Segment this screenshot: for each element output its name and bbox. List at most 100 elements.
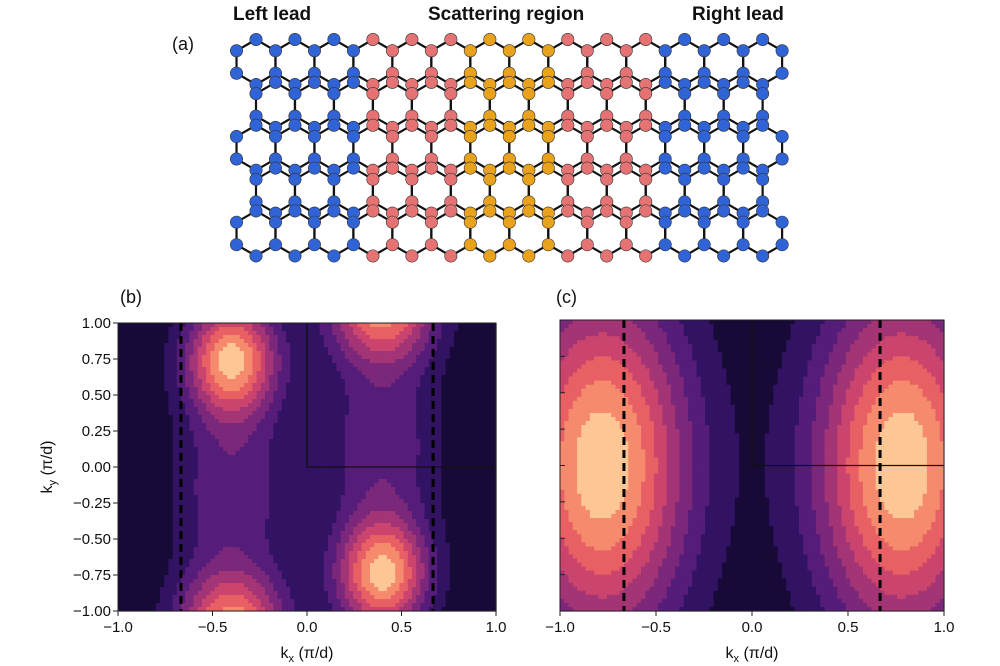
contour-cell bbox=[118, 335, 123, 340]
contour-cell bbox=[151, 347, 157, 352]
contour-cell bbox=[374, 355, 379, 360]
contour-cell bbox=[160, 567, 165, 572]
contour-cell bbox=[323, 431, 329, 436]
contour-cell bbox=[126, 539, 132, 544]
contour-cell bbox=[160, 403, 165, 408]
contour-cell bbox=[185, 495, 190, 500]
contour-cell bbox=[340, 563, 346, 568]
contour-cell bbox=[118, 531, 123, 536]
contour-cell bbox=[151, 595, 157, 600]
contour-cell bbox=[307, 327, 312, 332]
contour-cell bbox=[319, 547, 325, 552]
contour-cell bbox=[118, 519, 123, 524]
contour-cell bbox=[176, 587, 182, 592]
contour-cell bbox=[336, 367, 342, 372]
contour-cell bbox=[244, 471, 249, 476]
contour-cell bbox=[248, 555, 253, 560]
contour-cell bbox=[189, 535, 195, 540]
contour-cell bbox=[374, 367, 379, 372]
hexagon-cell bbox=[625, 38, 667, 86]
contour-cell bbox=[210, 495, 216, 500]
contour-cell bbox=[365, 327, 371, 332]
contour-cell bbox=[227, 495, 232, 500]
contour-cell bbox=[151, 487, 157, 492]
hexagon-cell bbox=[293, 166, 336, 215]
contour-cell bbox=[361, 323, 367, 328]
contour-cell bbox=[147, 467, 153, 472]
contour-cell bbox=[239, 519, 245, 524]
contour-cell bbox=[189, 519, 195, 524]
contour-cell bbox=[223, 363, 228, 368]
contour-cell bbox=[281, 467, 287, 472]
contour-cell bbox=[143, 375, 148, 380]
contour-cell bbox=[155, 435, 161, 440]
contour-cell bbox=[176, 351, 182, 356]
contour-cell bbox=[374, 347, 379, 352]
contour-cell bbox=[235, 463, 241, 468]
contour-cell bbox=[336, 347, 342, 352]
contour-cell bbox=[353, 367, 358, 372]
contour-cell bbox=[319, 355, 325, 360]
contour-cell bbox=[223, 327, 228, 332]
contour-cell bbox=[197, 375, 203, 380]
contour-cell bbox=[214, 463, 220, 468]
contour-cell bbox=[252, 395, 258, 400]
contour-cell bbox=[307, 395, 312, 400]
contour-cell bbox=[340, 359, 346, 364]
contour-cell bbox=[134, 559, 140, 564]
contour-cell bbox=[172, 555, 178, 560]
contour-cell bbox=[332, 479, 337, 484]
contour-cell bbox=[315, 463, 321, 468]
contour-cell bbox=[126, 387, 132, 392]
contour-cell bbox=[286, 371, 291, 376]
contour-cell bbox=[378, 475, 384, 480]
contour-cell bbox=[176, 427, 182, 432]
contour-cell bbox=[235, 435, 241, 440]
contour-cell bbox=[370, 599, 375, 604]
contour-cell bbox=[193, 335, 199, 340]
contour-cell bbox=[307, 367, 312, 372]
hexagon-cell bbox=[742, 38, 784, 86]
contour-cell bbox=[118, 567, 123, 572]
contour-cell bbox=[349, 547, 354, 552]
contour-cell bbox=[370, 351, 375, 356]
contour-cell bbox=[298, 583, 304, 588]
contour-cell bbox=[248, 471, 253, 476]
contour-cell bbox=[252, 503, 258, 508]
contour-cell bbox=[244, 411, 249, 416]
contour-cell bbox=[319, 587, 325, 592]
contour-cell bbox=[302, 335, 308, 340]
contour-cell bbox=[197, 607, 203, 612]
contour-cell bbox=[248, 415, 253, 420]
contour-cell bbox=[361, 451, 367, 456]
contour-cell bbox=[323, 451, 329, 456]
contour-cell bbox=[218, 499, 224, 504]
contour-cell bbox=[210, 459, 216, 464]
contour-cell bbox=[235, 451, 241, 456]
contour-cell bbox=[365, 519, 371, 524]
contour-cell bbox=[307, 447, 312, 452]
contour-cell bbox=[378, 503, 384, 508]
contour-cell bbox=[273, 523, 279, 528]
contour-cell bbox=[349, 575, 354, 580]
lattice-atom bbox=[736, 215, 750, 229]
contour-cell bbox=[260, 403, 266, 408]
contour-cell bbox=[235, 327, 241, 332]
contour-cell bbox=[185, 455, 190, 460]
hexagon-cell bbox=[703, 123, 745, 172]
contour-cell bbox=[378, 555, 384, 560]
contour-cell bbox=[235, 467, 241, 472]
contour-cell bbox=[361, 363, 367, 368]
contour-cell bbox=[223, 403, 228, 408]
contour-cell bbox=[353, 603, 358, 608]
contour-cell bbox=[328, 555, 333, 560]
contour-cell bbox=[365, 395, 371, 400]
contour-cell bbox=[168, 587, 174, 592]
contour-cell bbox=[277, 443, 283, 448]
contour-cell bbox=[118, 351, 123, 356]
contour-cell bbox=[172, 391, 178, 396]
contour-cell bbox=[349, 571, 354, 576]
contour-cell bbox=[214, 515, 220, 520]
contour-cell bbox=[214, 459, 220, 464]
lattice-atom bbox=[658, 75, 672, 89]
